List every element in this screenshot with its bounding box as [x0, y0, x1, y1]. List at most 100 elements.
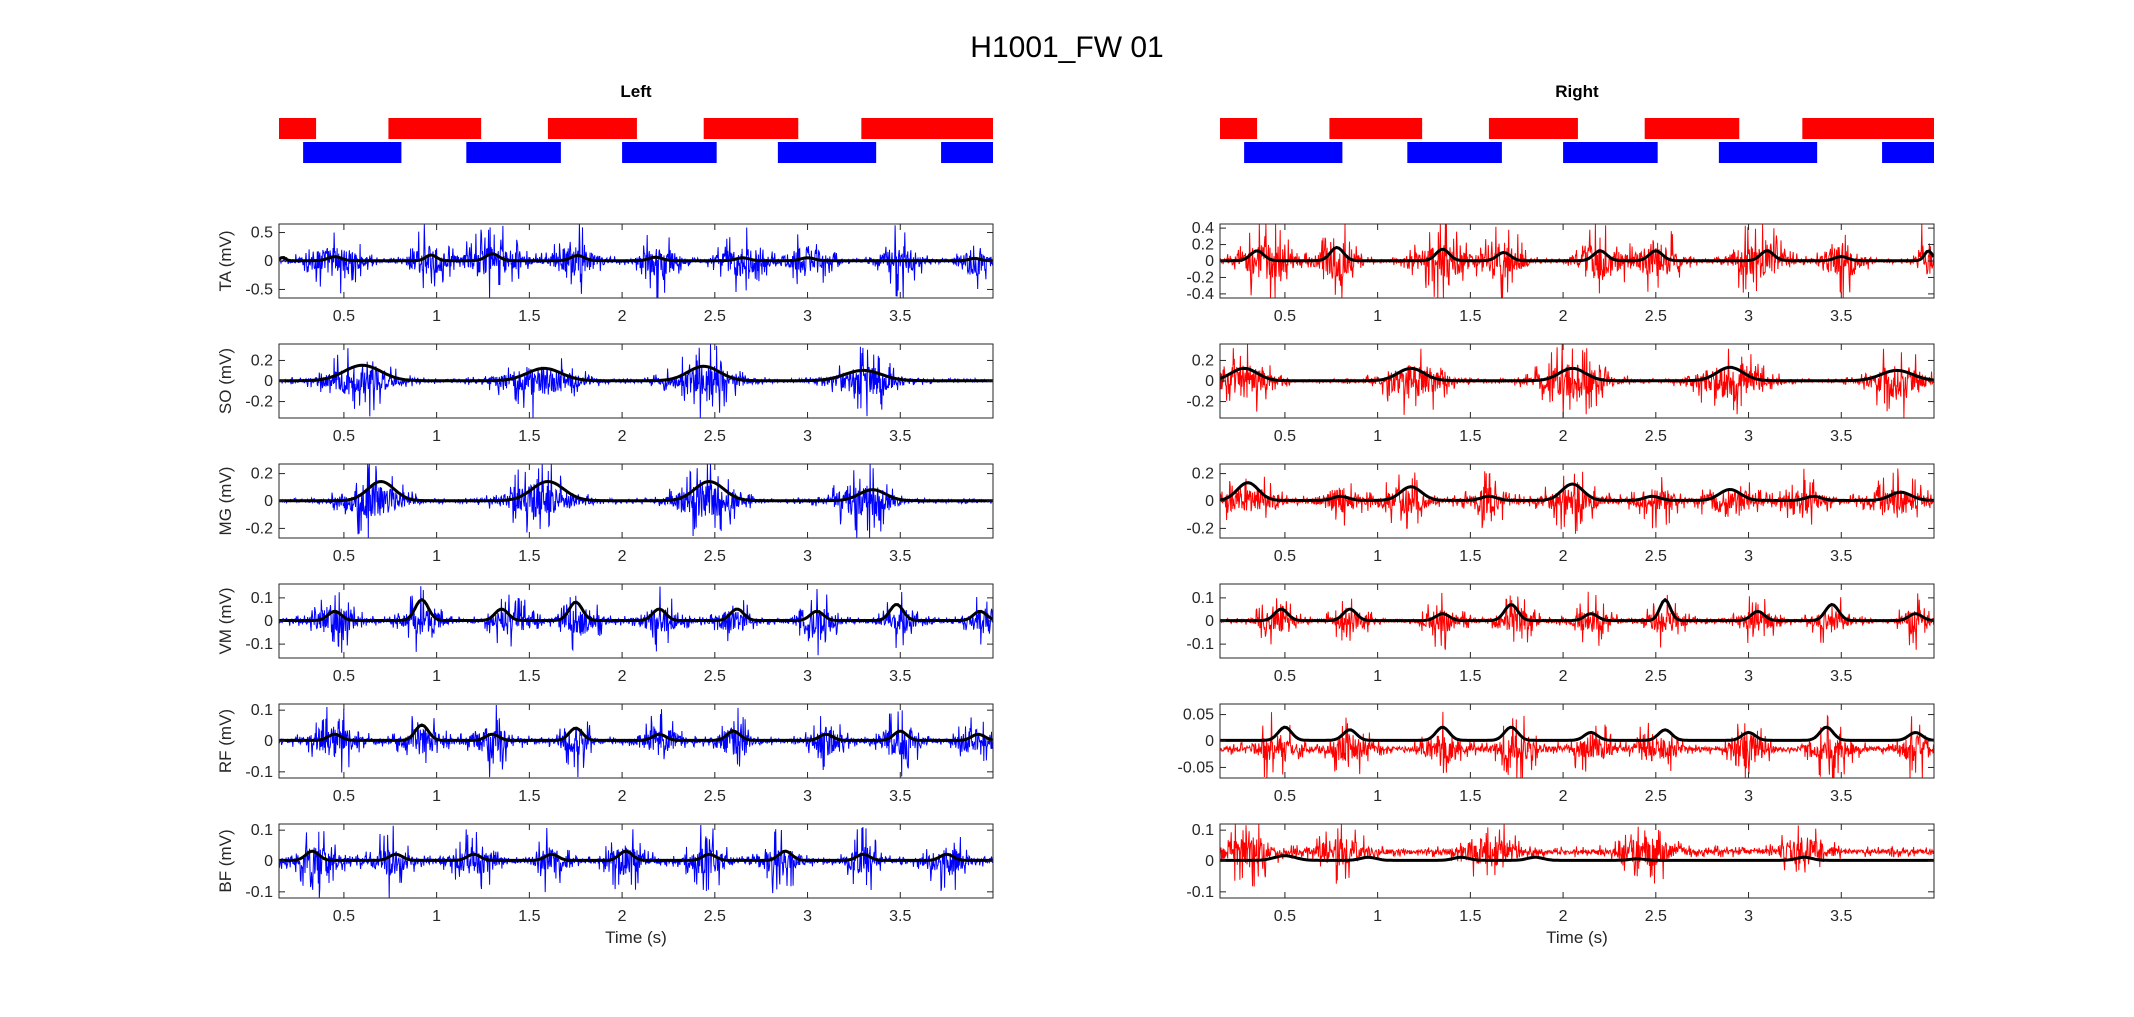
- x-tick-label: 2: [1559, 308, 1568, 325]
- emg-envelope-line: [279, 252, 993, 263]
- gait-bar-red: [1802, 118, 1934, 139]
- gait-bar-red: [547, 118, 637, 139]
- y-tick-label: 0: [264, 613, 273, 630]
- x-tick-label: 1: [1373, 668, 1382, 685]
- panel-title: Left: [620, 82, 652, 101]
- x-tick-label: 3.5: [1830, 428, 1852, 445]
- x-tick-label: 3.5: [1830, 908, 1852, 925]
- x-tick-label: 2: [618, 668, 627, 685]
- x-tick-label: 2: [1559, 548, 1568, 565]
- figure-title: H1001_FW 01: [970, 31, 1163, 64]
- x-tick-label: 2.5: [1645, 908, 1667, 925]
- gait-bar-red: [703, 118, 799, 139]
- y-tick-label: 0.4: [1192, 220, 1214, 237]
- x-tick-label: 3: [1744, 548, 1753, 565]
- gait-bar-blue: [1244, 142, 1343, 163]
- y-axis-label: RF (mV): [216, 709, 235, 773]
- y-axis-label: BF (mV): [216, 829, 235, 892]
- x-tick-label: 3: [1744, 428, 1753, 445]
- x-tick-label: 1.5: [1459, 548, 1481, 565]
- x-tick-label: 2: [618, 308, 627, 325]
- x-tick-label: 3: [1744, 788, 1753, 805]
- x-tick-label: 3: [1744, 668, 1753, 685]
- emg-envelope-line: [1220, 854, 1934, 862]
- y-axis-label: SO (mV): [216, 348, 235, 414]
- y-tick-label: 0.1: [251, 590, 273, 607]
- gait-bar-blue: [466, 142, 561, 163]
- y-tick-label: -0.1: [245, 884, 273, 901]
- gait-bar-blue: [1563, 142, 1658, 163]
- x-tick-label: 2.5: [704, 308, 726, 325]
- x-tick-label: 1.5: [518, 908, 540, 925]
- x-tick-label: 2: [618, 548, 627, 565]
- gait-bar-blue: [1407, 142, 1502, 163]
- y-tick-label: 0.2: [251, 352, 273, 369]
- x-tick-label: 0.5: [1274, 788, 1296, 805]
- y-tick-label: 0.2: [1192, 466, 1214, 483]
- gait-bar-blue: [777, 142, 877, 163]
- x-tick-label: 2.5: [704, 668, 726, 685]
- y-tick-label: 0.2: [1192, 352, 1214, 369]
- y-tick-label: -0.2: [1186, 394, 1214, 411]
- y-tick-label: 0.1: [251, 822, 273, 839]
- x-tick-label: 1.5: [1459, 668, 1481, 685]
- y-tick-label: 0: [1205, 253, 1214, 270]
- x-tick-label: 2: [618, 428, 627, 445]
- y-axis-label: VM (mV): [216, 587, 235, 654]
- y-tick-label: 0.1: [1192, 590, 1214, 607]
- x-tick-label: 0.5: [333, 908, 355, 925]
- gait-bar-blue: [941, 142, 993, 163]
- y-tick-label: -0.1: [1186, 636, 1214, 653]
- left-column: Left 0.5 1 1.5 2 2.5 3 3.5 -0.5 0 0.5 TA (mV) 0.5 1 1.…: [216, 82, 994, 947]
- x-tick-label: 3: [803, 428, 812, 445]
- y-tick-label: 0.1: [1192, 822, 1214, 839]
- x-tick-label: 1.5: [518, 668, 540, 685]
- y-tick-label: 0: [264, 373, 273, 390]
- x-tick-label: 2: [1559, 428, 1568, 445]
- gait-bar-red: [1329, 118, 1423, 139]
- emg-raw-trace: [1220, 468, 1934, 534]
- y-tick-label: -0.1: [245, 764, 273, 781]
- x-tick-label: 1: [432, 668, 441, 685]
- y-tick-label: -0.2: [245, 394, 273, 411]
- y-tick-label: -0.05: [1178, 759, 1215, 776]
- emg-envelope-line: [1220, 245, 1934, 263]
- x-tick-label: 3: [803, 908, 812, 925]
- gait-bar-blue: [1718, 142, 1818, 163]
- x-tick-label: 3.5: [889, 788, 911, 805]
- y-tick-label: -0.1: [245, 636, 273, 653]
- x-tick-label: 3.5: [889, 308, 911, 325]
- x-tick-label: 2.5: [704, 908, 726, 925]
- emg-axis: 0.5 1 1.5 2 2.5 3 3.5 -0.5 0 0.5 TA (mV): [216, 223, 994, 325]
- x-tick-label: 2.5: [1645, 428, 1667, 445]
- gait-bar-red: [1644, 118, 1740, 139]
- x-tick-label: 3: [1744, 908, 1753, 925]
- x-tick-label: 0.5: [1274, 668, 1296, 685]
- y-tick-label: -0.4: [1186, 286, 1214, 303]
- x-tick-label: 2: [1559, 788, 1568, 805]
- emg-axis: 0.5 1 1.5 2 2.5 3 3.5 -0.1 0 0.1: [1186, 583, 1935, 685]
- x-tick-label: 2.5: [1645, 548, 1667, 565]
- emg-envelope-line: [1220, 481, 1934, 503]
- emg-axis: 0.5 1 1.5 2 2.5 3 3.5 -0.2 0 0.2: [1186, 343, 1935, 445]
- y-tick-label: 0.5: [251, 225, 273, 242]
- emg-envelope-line: [1220, 725, 1934, 742]
- gait-bar-red: [388, 118, 482, 139]
- x-tick-label: 1.5: [1459, 788, 1481, 805]
- emg-axis: 0.5 1 1.5 2 2.5 3 3.5 -0.05 0 0.05: [1178, 703, 1935, 805]
- x-tick-label: 1.5: [1459, 428, 1481, 445]
- y-tick-label: -0.1: [1186, 884, 1214, 901]
- x-tick-label: 1.5: [518, 308, 540, 325]
- x-tick-label: 2: [1559, 668, 1568, 685]
- x-tick-label: 3: [803, 668, 812, 685]
- y-tick-label: 0: [1205, 373, 1214, 390]
- gait-bar-red: [1488, 118, 1578, 139]
- gait-phase-bars: [1220, 118, 1934, 163]
- x-tick-label: 2: [618, 908, 627, 925]
- x-tick-label: 1.5: [518, 428, 540, 445]
- x-tick-label: 0.5: [1274, 308, 1296, 325]
- x-tick-label: 1: [1373, 548, 1382, 565]
- emg-envelope-line: [279, 849, 993, 862]
- x-tick-label: 0.5: [333, 308, 355, 325]
